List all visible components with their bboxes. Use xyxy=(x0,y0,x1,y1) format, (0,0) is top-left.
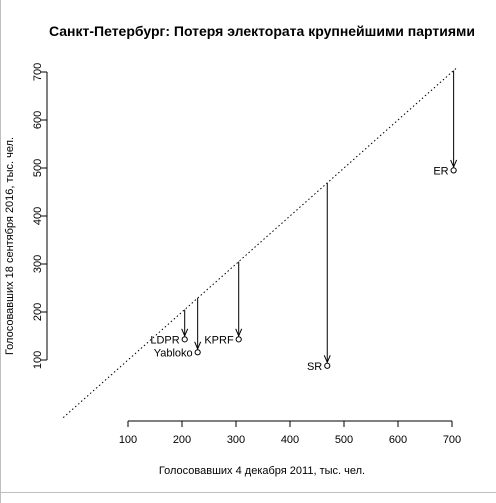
arrows-group xyxy=(181,70,458,364)
arrow-head xyxy=(323,355,331,364)
data-label: ER xyxy=(433,165,448,177)
bottom-frame-line xyxy=(0,492,496,493)
x-tick-label: 300 xyxy=(227,434,245,446)
y-tick-label: 100 xyxy=(32,351,44,369)
left-frame-line xyxy=(0,0,1,503)
data-point xyxy=(181,336,188,343)
data-point xyxy=(235,336,242,343)
arrow-head xyxy=(181,328,189,338)
chart-title: Санкт-Петербург: Потеря электората крупн… xyxy=(49,23,475,39)
y-tick-label: 300 xyxy=(32,255,44,273)
arrow-head xyxy=(194,341,202,351)
x-tick-label: 400 xyxy=(281,434,299,446)
y-axis-ticks: 100 200 300 400 500 600 700 xyxy=(32,63,47,369)
data-label: KPRF xyxy=(204,334,234,346)
x-axis-ticks: 100 200 300 400 500 600 700 xyxy=(119,421,461,446)
data-point xyxy=(450,167,457,174)
arrow-head xyxy=(450,159,458,169)
x-tick-label: 500 xyxy=(335,434,353,446)
y-tick-label: 200 xyxy=(32,303,44,321)
x-tick-label: 100 xyxy=(119,434,137,446)
reference-line xyxy=(62,66,458,418)
arrow-head xyxy=(235,328,243,338)
y-tick-label: 700 xyxy=(32,63,44,81)
y-tick-label: 500 xyxy=(32,159,44,177)
x-tick-label: 200 xyxy=(173,434,191,446)
data-label: SR xyxy=(307,361,322,373)
data-point xyxy=(324,362,331,369)
y-axis-label: Голосовавших 18 сентября 2016, тыс. чел. xyxy=(4,137,16,355)
x-axis-label: Голосовавших 4 декабря 2011, тыс. чел. xyxy=(159,465,365,477)
x-tick-label: 700 xyxy=(443,434,461,446)
y-tick-label: 600 xyxy=(32,111,44,129)
data-label: Yabloko xyxy=(154,347,193,359)
data-label: LDPR xyxy=(150,334,179,346)
x-tick-label: 600 xyxy=(389,434,407,446)
reference-line-group xyxy=(62,66,458,418)
y-tick-label: 400 xyxy=(32,207,44,225)
data-point xyxy=(194,349,201,356)
